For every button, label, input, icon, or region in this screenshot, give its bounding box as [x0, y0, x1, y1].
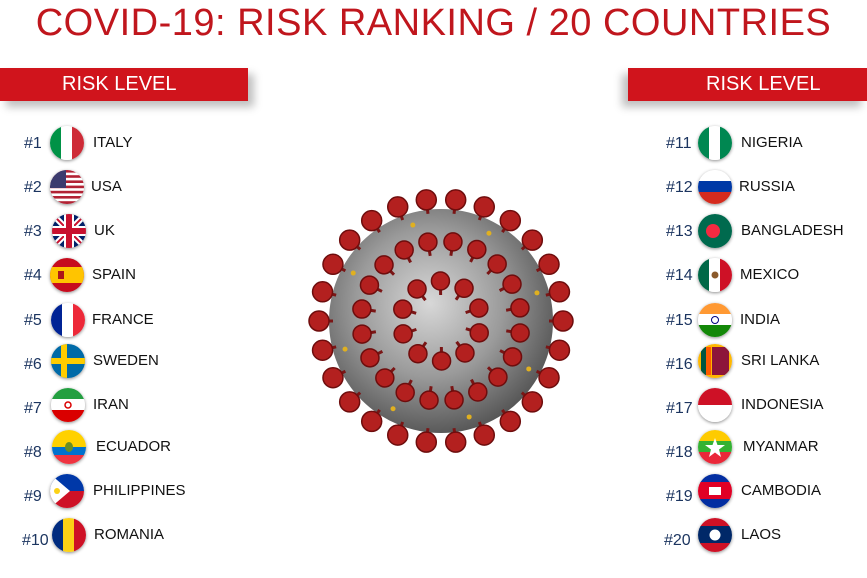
- usa-flag-icon: [50, 170, 84, 204]
- rank-label: #1: [24, 135, 42, 152]
- list-item: #15 INDIA: [660, 303, 867, 339]
- country-name: INDIA: [740, 311, 781, 328]
- country-name: PHILIPPINES: [93, 482, 186, 499]
- country-name: INDONESIA: [741, 396, 824, 413]
- country-name: RUSSIA: [739, 178, 795, 195]
- country-name: USA: [91, 178, 122, 195]
- right-risk-level-banner: RISK LEVEL: [628, 68, 867, 101]
- rank-label: #7: [24, 400, 42, 417]
- list-item: #17 INDONESIA: [660, 388, 867, 424]
- myanmar-flag-icon: [698, 430, 732, 464]
- rank-label: #17: [666, 400, 693, 417]
- list-item: #1 ITALY: [0, 126, 260, 162]
- russia-flag-icon: [698, 170, 732, 204]
- rank-label: #12: [666, 179, 693, 196]
- rank-label: #9: [24, 488, 42, 505]
- italy-flag-icon: [50, 126, 84, 160]
- country-name: ITALY: [93, 134, 133, 151]
- cambodia-flag-icon: [698, 474, 732, 508]
- india-flag-icon: [698, 303, 732, 337]
- rank-label: #10: [22, 532, 49, 549]
- list-item: #3 UK: [0, 214, 260, 250]
- page-title: COVID-19: RISK RANKING / 20 COUNTRIES: [35, 2, 832, 44]
- rank-label: #2: [24, 179, 42, 196]
- ecuador-flag-icon: [52, 430, 86, 464]
- list-item: #12 RUSSIA: [660, 170, 867, 206]
- list-item: #18 MYANMAR: [660, 430, 867, 466]
- country-name: MYANMAR: [743, 438, 819, 455]
- country-name: IRAN: [93, 396, 129, 413]
- rank-label: #8: [24, 444, 42, 461]
- iran-flag-icon: [51, 388, 85, 422]
- mexico-flag-icon: [698, 258, 732, 292]
- rank-label: #18: [666, 444, 693, 461]
- country-name: SPAIN: [92, 266, 136, 283]
- country-name: MEXICO: [740, 266, 800, 283]
- list-item: #8 ECUADOR: [0, 430, 260, 466]
- nigeria-flag-icon: [698, 126, 732, 160]
- rank-label: #14: [666, 267, 693, 284]
- spain-flag-icon: [50, 258, 84, 292]
- france-flag-icon: [51, 303, 85, 337]
- country-name: NIGERIA: [741, 134, 803, 151]
- rank-label: #5: [24, 312, 42, 329]
- rank-label: #15: [666, 312, 693, 329]
- list-item: #10 ROMANIA: [0, 518, 260, 554]
- list-item: #14 MEXICO: [660, 258, 867, 294]
- list-item: #6 SWEDEN: [0, 344, 260, 380]
- rank-label: #4: [24, 267, 42, 284]
- list-item: #11 NIGERIA: [660, 126, 867, 162]
- list-item: #2 USA: [0, 170, 260, 206]
- left-risk-level-banner: RISK LEVEL: [0, 68, 248, 101]
- list-item: #13 BANGLADESH: [660, 214, 867, 250]
- country-name: FRANCE: [92, 311, 154, 328]
- country-name: LAOS: [741, 526, 782, 543]
- country-name: SWEDEN: [93, 352, 159, 369]
- list-item: #20 LAOS: [660, 518, 867, 554]
- romania-flag-icon: [52, 518, 86, 552]
- country-name: UK: [94, 222, 115, 239]
- country-name: ROMANIA: [94, 526, 165, 543]
- list-item: #7 IRAN: [0, 388, 260, 424]
- right-risk-level-label: RISK LEVEL: [706, 73, 821, 95]
- list-item: #9 PHILIPPINES: [0, 474, 260, 510]
- philippines-flag-icon: [50, 474, 84, 508]
- rank-label: #19: [666, 488, 693, 505]
- left-risk-level-label: RISK LEVEL: [62, 73, 177, 95]
- rank-label: #3: [24, 223, 42, 240]
- rank-label: #16: [666, 356, 693, 373]
- rank-label: #11: [666, 135, 692, 152]
- bangladesh-flag-icon: [698, 214, 732, 248]
- list-item: #5 FRANCE: [0, 303, 260, 339]
- sweden-flag-icon: [51, 344, 85, 378]
- list-item: #19 CAMBODIA: [660, 474, 867, 510]
- uk-flag-icon: [52, 214, 86, 248]
- laos-flag-icon: [698, 518, 732, 552]
- indonesia-flag-icon: [698, 388, 732, 422]
- country-name: SRI LANKA: [741, 352, 820, 369]
- country-name: BANGLADESH: [741, 222, 844, 239]
- list-item: #4 SPAIN: [0, 258, 260, 294]
- coronavirus-illustration: [296, 176, 586, 471]
- country-name: CAMBODIA: [741, 482, 822, 499]
- rank-label: #6: [24, 356, 42, 373]
- country-name: ECUADOR: [96, 438, 172, 455]
- rank-label: #13: [666, 223, 693, 240]
- rank-label: #20: [664, 532, 691, 549]
- sri-lanka-flag-icon: [698, 344, 732, 378]
- list-item: #16 SRI LANKA: [660, 344, 867, 380]
